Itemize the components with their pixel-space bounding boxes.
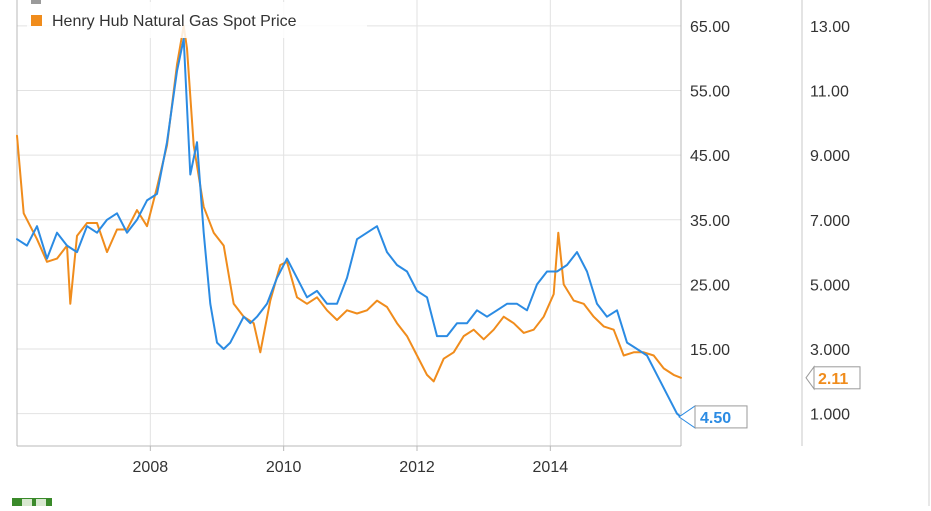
- legend-label-gas: Henry Hub Natural Gas Spot Price: [52, 13, 297, 30]
- legend-clipped-swatch: [31, 0, 41, 4]
- y-tick-label-left-axis: 35.00: [690, 213, 730, 230]
- x-tick-label: 2010: [266, 459, 302, 476]
- y-tick-label-right-axis: 1.000: [810, 407, 850, 424]
- end-value-labels: 4.50 2.11: [678, 365, 861, 429]
- y-tick-label-right-axis: 11.00: [810, 83, 849, 100]
- end-label-gas: 2.11: [805, 365, 861, 391]
- y-tick-label-right-axis: 5.000: [810, 277, 850, 294]
- logo: [12, 498, 52, 506]
- y-tick-label-right-axis: 13.00: [810, 19, 850, 36]
- y-tick-label-left-axis: 45.00: [690, 148, 730, 165]
- y-tick-label-left-axis: 65.00: [690, 19, 730, 36]
- series-lines: [16, 24, 682, 418]
- series-line-henry-hub-gas: [16, 24, 682, 383]
- chart-frame: [16, 0, 930, 506]
- y-tick-label-left-axis: 55.00: [690, 83, 730, 100]
- y-tick-label-right-axis: 3.000: [810, 342, 850, 359]
- end-label-text: 2.11: [818, 371, 848, 388]
- legend: Henry Hub Natural Gas Spot Price: [27, 0, 367, 38]
- axis-labels: 65.00 55.00 45.00 35.00 25.00 15.00 2008 2010 20…: [133, 19, 851, 476]
- grid-lines: [17, 0, 681, 446]
- x-tick-label: 2012: [399, 459, 435, 476]
- end-label-blue: 4.50: [678, 404, 748, 429]
- y-tick-label-right-axis: 9.000: [810, 148, 850, 165]
- y-tick-label-left-axis: 15.00: [690, 342, 730, 359]
- x-tick-label: 2008: [133, 459, 169, 476]
- legend-swatch-gas: [31, 15, 42, 26]
- end-label-text: 4.50: [700, 410, 731, 427]
- y-tick-label-right-axis: 7.000: [810, 213, 850, 230]
- y-tick-label-left-axis: 25.00: [690, 277, 730, 294]
- series-line-blue: [16, 37, 682, 418]
- x-tick-label: 2014: [533, 459, 569, 476]
